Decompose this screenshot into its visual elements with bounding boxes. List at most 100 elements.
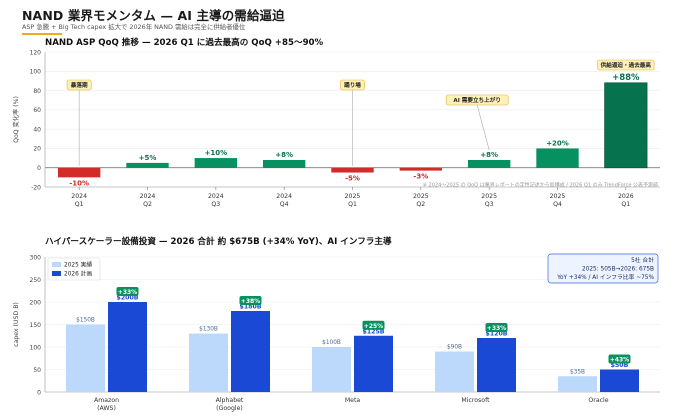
chart2-x-tick-label: Oracle — [588, 397, 608, 404]
chart1-data-label: -5% — [345, 175, 360, 183]
chart1-data-label: -3% — [413, 173, 428, 181]
chart2-bar-2026 — [231, 311, 270, 392]
chart1-x-tick-label: Q1 — [348, 201, 357, 208]
chart1-bar — [536, 148, 579, 168]
chart2-ytick-label: 200 — [30, 299, 42, 306]
chart1-x-tick-label: Q3 — [211, 201, 220, 208]
chart1-ytick-label: -20 — [31, 184, 41, 191]
chart2-data-label-2026: $120B — [486, 331, 508, 338]
chart2-legend-swatch-2025 — [52, 262, 61, 267]
chart2-ytick-label: 0 — [37, 389, 41, 396]
chart1-annotation-box — [340, 79, 365, 91]
chart2-ytick-label: 250 — [30, 277, 42, 284]
chart2-data-label-2026: $180B — [240, 304, 262, 311]
chart1-annotation-box — [597, 59, 655, 71]
chart1-x-tick-label: 2026 — [618, 193, 634, 200]
chart1-annotation-pointer — [476, 104, 490, 151]
chart1-bar — [57, 167, 101, 178]
chart1-ytick-label: 0 — [37, 165, 41, 172]
chart1-bar — [126, 162, 169, 168]
chart1-x-tick-label: Q4 — [553, 201, 562, 208]
chart2-growth-label: +43% — [610, 357, 629, 364]
chart1-x-tick-label: 2025 — [413, 193, 429, 200]
chart1-data-label: -10% — [69, 179, 89, 187]
chart2-bar-2026 — [354, 335, 393, 392]
chart2-summary-line: 5社 合計 — [631, 256, 654, 264]
chart1-ytick-label: 20 — [33, 146, 41, 153]
title-accent-line — [22, 33, 62, 35]
chart2-x-tick-label: Alphabet — [216, 397, 244, 404]
chart2-bar-2025 — [435, 351, 474, 392]
chart2-ytick-label: 300 — [30, 254, 42, 261]
chart2-ytick-label: 50 — [33, 367, 41, 374]
chart1-bar — [604, 82, 648, 169]
chart2-bar-2025 — [66, 324, 105, 392]
chart1-data-label: +88% — [612, 73, 640, 83]
chart2-ytick-label: 100 — [30, 344, 42, 351]
chart2-legend-label-2025: 2025 実績 — [64, 261, 92, 269]
chart1-ytick-label: 40 — [33, 126, 41, 133]
chart2-data-label-2025: $150B — [76, 318, 95, 324]
chart2-x-tick-label: Microsoft — [461, 397, 490, 404]
chart2-legend-label-2026: 2026 計画 — [64, 270, 92, 278]
chart2-data-label-2025: $90B — [447, 345, 462, 351]
chart2-bar-2025 — [558, 376, 597, 392]
chart2-data-label-2025: $130B — [199, 327, 218, 333]
chart2-x-tick-label: (AWS) — [97, 405, 116, 412]
chart1-x-tick-label: Q4 — [280, 201, 289, 208]
chart2-bar-2026 — [600, 369, 639, 392]
asp-qoq-chart: NAND ASP QoQ 推移 — 2026 Q1 に過去最高の QoQ +85… — [12, 36, 660, 208]
chart1-ytick-label: 80 — [33, 88, 41, 95]
chart2-summary-line: YoY +34% / AI インフラ比率 ~75% — [556, 273, 654, 281]
chart2-data-label-2025: $100B — [322, 340, 341, 346]
chart1-data-label: +5% — [139, 154, 157, 162]
chart2-summary-line: 2025: 505B→2026: 675B — [582, 267, 654, 273]
chart1-annotation-box — [445, 94, 509, 106]
chart2-bar-2026 — [108, 302, 147, 392]
chart1-data-label: +8% — [480, 151, 498, 159]
chart1-x-tick-label: 2025 — [345, 193, 361, 200]
chart2-y-axis-label: capex (USD B) — [13, 302, 20, 347]
chart1-y-axis-label: QoQ 変化率 (%) — [12, 96, 20, 143]
chart2-bar-2025 — [189, 333, 228, 392]
chart2-legend-swatch-2026 — [52, 271, 61, 276]
chart1-x-tick-label: 2025 — [550, 193, 566, 200]
chart2-ytick-label: 150 — [30, 322, 42, 329]
chart2-growth-badge — [362, 320, 385, 330]
chart2-growth-label: +33% — [118, 289, 137, 296]
chart1-bar — [194, 158, 238, 168]
chart2-x-tick-label: Meta — [345, 397, 361, 404]
chart1-annotation-text: 供給逼迫・過去最高 — [600, 61, 652, 69]
chart2-growth-badge — [485, 323, 508, 332]
chart2-growth-badge — [608, 354, 631, 364]
chart1-bar — [399, 167, 443, 171]
chart2-data-label-2026: $125B — [363, 328, 385, 335]
chart2-growth-badge — [116, 287, 139, 296]
chart2-x-tick-label: (Google) — [216, 405, 243, 412]
chart1-x-tick-label: 2025 — [481, 193, 497, 200]
chart1-annotation-box — [66, 79, 92, 91]
chart1-ytick-label: 100 — [30, 69, 42, 76]
chart2-bar-2026 — [477, 338, 516, 392]
chart1-data-label: +10% — [205, 149, 228, 157]
chart2-summary-box — [547, 253, 659, 284]
chart1-x-tick-label: 2024 — [140, 193, 156, 200]
chart2-data-label-2026: $200B — [117, 295, 139, 302]
page-title: NAND 業界モメンタム — AI 主導の需給逼迫 — [22, 8, 285, 23]
chart1-x-tick-label: Q3 — [485, 201, 494, 208]
chart1-ytick-label: 60 — [33, 107, 41, 114]
chart1-annotation-text: 暴落期 — [70, 81, 88, 89]
chart2-bar-2025 — [312, 347, 351, 392]
chart1-ytick-label: 120 — [30, 49, 42, 56]
chart1-x-tick-label: 2024 — [208, 193, 224, 200]
chart1-x-tick-label: Q2 — [416, 201, 425, 208]
chart2-data-label-2025: $35B — [570, 369, 585, 375]
chart1-footnote: ※ 2024〜2025 の QoQ は業界レポートの定性記述から仮構成 / 20… — [423, 182, 658, 189]
chart2-growth-badge — [239, 296, 262, 305]
chart2-data-label-2026: $50B — [611, 362, 629, 369]
chart2-growth-label: +33% — [487, 325, 506, 332]
chart1-annotation-text: 踊り場 — [344, 81, 361, 89]
page-subtitle: ASP 急騰 + Big Tech capex 拡大で 2026年 NAND 需… — [22, 23, 246, 31]
